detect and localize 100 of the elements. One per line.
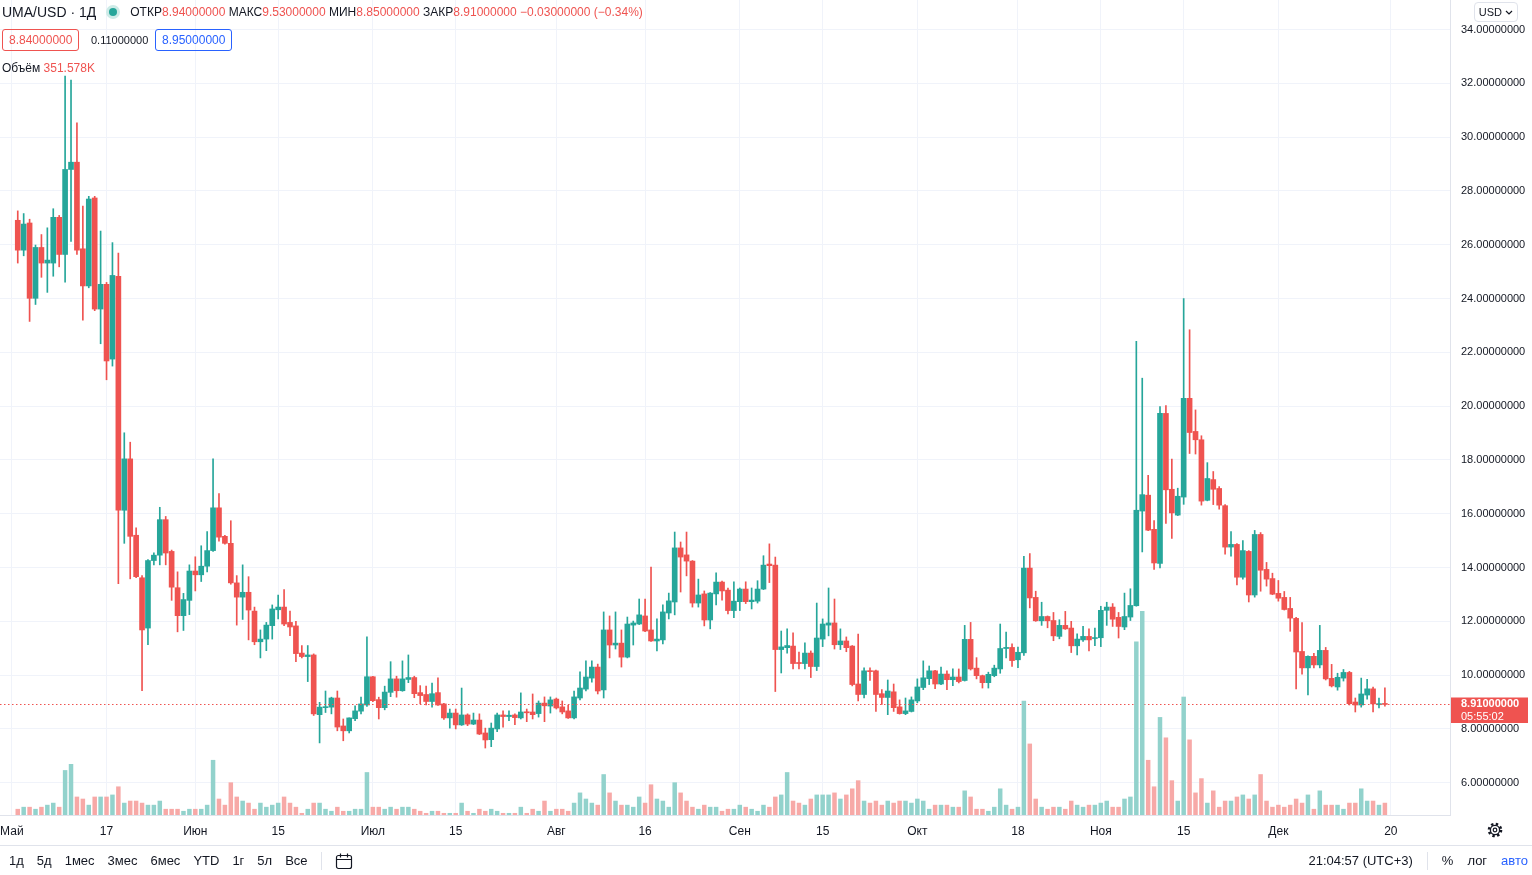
x-tick-label: 15 — [815, 823, 830, 838]
y-tick-label: 12.00000000 — [1461, 614, 1526, 627]
bar — [1358, 788, 1364, 815]
bar — [855, 780, 861, 815]
bar — [104, 796, 109, 815]
bar — [39, 806, 44, 815]
price-box: 8.84000000 — [2, 29, 80, 51]
bar — [548, 810, 553, 815]
text: YTD — [193, 853, 220, 868]
x-tick-label: Авг — [546, 823, 567, 838]
y-tick-label: 32.00000000 — [1461, 76, 1526, 89]
bar — [536, 810, 541, 815]
candlestick — [1086, 628, 1092, 652]
text: 6мес — [150, 853, 181, 868]
bar — [33, 808, 38, 815]
bar — [116, 786, 121, 815]
candlestick — [884, 679, 891, 715]
y-tick-label: 22.00000000 — [1461, 345, 1526, 358]
bar — [394, 808, 399, 815]
bar — [601, 774, 606, 815]
y-tick-label: 28.00000000 — [1461, 184, 1526, 196]
annotation: 0.11000000 — [91, 33, 149, 47]
x-tick-label: 15 — [1176, 823, 1191, 838]
ref-line-label: 8.91000000 — [1461, 697, 1520, 710]
price-box: 8.95000000 — [155, 29, 233, 51]
bar — [832, 792, 837, 815]
bar — [542, 800, 547, 815]
bar — [962, 790, 967, 815]
text: 5д — [36, 853, 52, 868]
x-tick-label: 20 — [1384, 823, 1398, 838]
text: 21:04:57 (UTC+3) — [1308, 853, 1413, 868]
bar — [1169, 780, 1175, 815]
text: 1г — [232, 853, 245, 868]
y-tick-label: 18.00000000 — [1461, 452, 1526, 465]
bar — [1205, 802, 1210, 815]
bar — [607, 792, 612, 815]
text: 3мес — [107, 853, 138, 868]
bar — [696, 808, 701, 815]
x-tick-label: 16 — [638, 823, 653, 838]
text: 5л — [257, 853, 273, 868]
x-tick-label: 15 — [449, 823, 463, 838]
bar — [838, 798, 843, 815]
bar — [193, 808, 198, 815]
bar — [27, 806, 32, 815]
currency-dropdown: USD — [1473, 2, 1518, 22]
text: Все — [285, 853, 308, 868]
candlestick — [1228, 531, 1234, 557]
text: % — [1441, 853, 1454, 868]
text: 1д — [9, 853, 24, 868]
bar — [122, 802, 127, 815]
x-tick-label: Июл — [360, 823, 386, 838]
y-tick-label: 10.00000000 — [1461, 668, 1526, 681]
bar — [92, 796, 97, 815]
y-tick-label: 30.00000000 — [1461, 130, 1526, 143]
bar — [1057, 806, 1062, 815]
bar — [311, 802, 316, 815]
x-tick-label: 17 — [99, 823, 114, 838]
x-tick-label: 15 — [271, 823, 286, 838]
y-tick-label: 34.00000000 — [1461, 22, 1526, 35]
y-tick-label: 8.00000000 — [1461, 721, 1520, 734]
y-tick-label: 24.00000000 — [1461, 291, 1526, 304]
bar — [459, 802, 464, 815]
candlestick — [950, 668, 956, 686]
bar — [98, 796, 103, 815]
y-tick-label: 26.00000000 — [1461, 237, 1526, 250]
text: авто — [1501, 853, 1528, 868]
candlestick — [500, 710, 506, 728]
text: 05:55:02 — [1451, 710, 1528, 724]
y-tick-label: 16.00000000 — [1461, 506, 1526, 519]
bar — [453, 812, 458, 815]
y-tick-label: 6.00000000 — [1461, 775, 1520, 788]
text: ОТКР8.94000000 МАКС9.53000000 МИН8.85000000 ЗАКР8.91000000 −0.03000000 (−0.34%) — [130, 5, 643, 19]
x-tick-label: 18 — [1011, 823, 1025, 838]
bar — [743, 806, 748, 815]
bar — [21, 806, 26, 815]
chart-title: UMA/USD · 1Д — [2, 3, 97, 21]
bar — [471, 812, 476, 815]
text: лог — [1467, 853, 1488, 868]
candlestick — [506, 710, 512, 721]
annotation: Объём 351.578K — [2, 61, 95, 75]
bar — [648, 784, 654, 815]
x-tick-label: Май — [0, 823, 24, 838]
bar — [240, 800, 245, 815]
x-tick-label: Сен — [728, 823, 751, 838]
bar — [465, 810, 470, 815]
bar — [110, 794, 115, 815]
bar — [613, 800, 618, 815]
bar — [1252, 794, 1257, 815]
x-tick-label: Дек — [1268, 823, 1290, 838]
y-tick-label: 14.00000000 — [1461, 560, 1526, 573]
y-tick-label: 20.00000000 — [1461, 399, 1526, 412]
x-tick-label: Окт — [907, 823, 928, 838]
bar — [702, 804, 707, 815]
candlestick — [192, 556, 199, 592]
bar — [1151, 786, 1157, 815]
candlestick — [304, 645, 311, 682]
x-tick-label: Июн — [183, 823, 208, 838]
bar — [1039, 806, 1044, 815]
bar — [619, 804, 624, 815]
text: 1мес — [64, 853, 95, 868]
